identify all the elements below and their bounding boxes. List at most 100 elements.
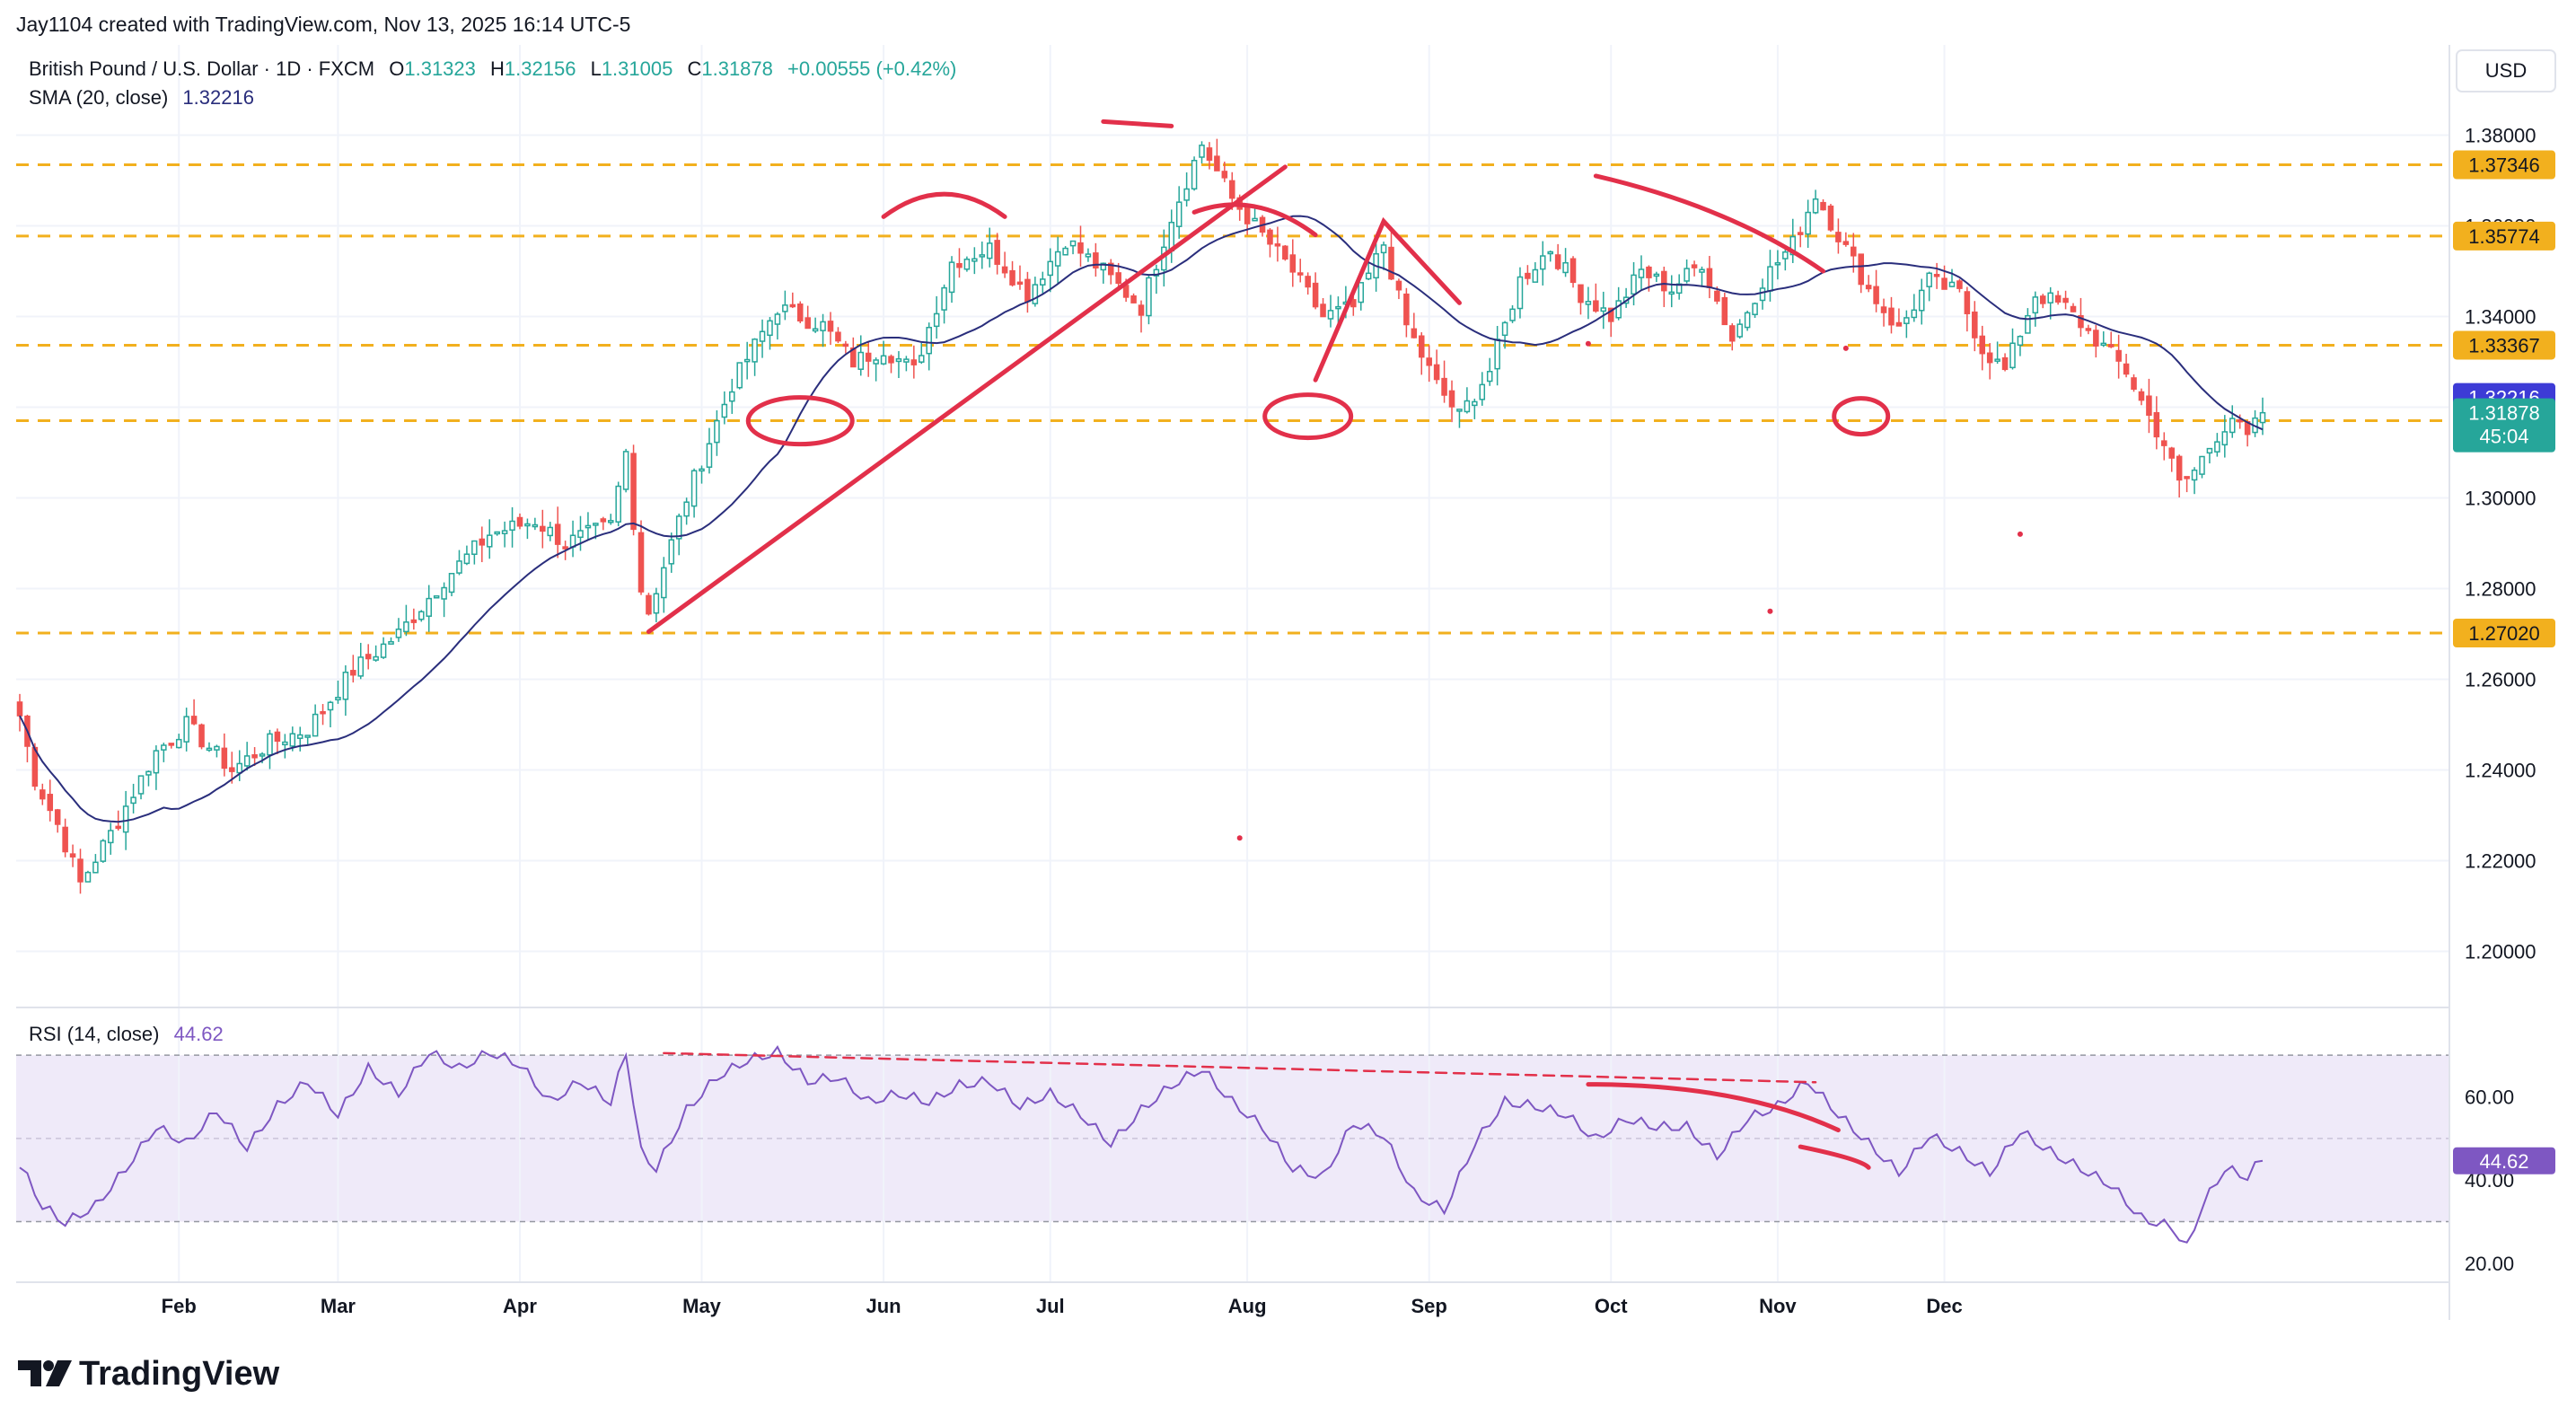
arc-marker[interactable] (1101, 119, 1174, 128)
candle-body (782, 304, 788, 312)
candle-body (2047, 292, 2053, 303)
candle-body (100, 840, 107, 862)
candle-body (1199, 145, 1205, 158)
candle-body (1448, 390, 1455, 408)
candle-body (1774, 262, 1781, 266)
candle-body (320, 710, 326, 715)
rsi-legend[interactable]: RSI (14, close) 44.62 (29, 1023, 224, 1046)
candle-body (2184, 476, 2190, 479)
candle-body (593, 523, 599, 526)
candle-body (880, 355, 887, 365)
candle-body (2039, 295, 2046, 304)
candle-body (1827, 205, 1834, 231)
candle-body (721, 403, 728, 418)
candle-body (373, 655, 379, 661)
candle-body (1986, 352, 1993, 364)
candle-body (84, 871, 92, 883)
symbol-title: British Pound / U.S. Dollar · 1D · FXCM (29, 57, 375, 80)
candle-body (752, 339, 758, 363)
rsi-arc-marker[interactable] (1586, 1082, 1841, 1133)
rsi-value: 44.62 (173, 1023, 224, 1045)
rsi-divergence-line[interactable] (663, 1051, 1817, 1084)
arc-marker[interactable] (881, 191, 1007, 219)
candle-body (759, 330, 766, 342)
candle-body (221, 747, 228, 770)
candle-body (1728, 325, 1736, 342)
candle-body (380, 643, 387, 658)
candle-body (774, 313, 781, 325)
candle-body (54, 809, 61, 825)
candle-body (1040, 278, 1046, 286)
candle-body (1684, 268, 1690, 282)
candle-body (1122, 285, 1130, 298)
candle-body (1312, 282, 1319, 308)
rsi-label: RSI (14, close) (29, 1023, 160, 1045)
candle-body (1365, 272, 1372, 280)
rsi-arrow-marker[interactable] (1798, 1144, 1871, 1170)
dot-marker (1585, 340, 1591, 347)
candle-body (1175, 201, 1182, 227)
candle-body (494, 531, 500, 535)
circle-marker[interactable] (1832, 396, 1891, 437)
candle-body (690, 470, 698, 507)
candle-body (1093, 252, 1099, 268)
candle-body (1918, 289, 1925, 312)
candle-body (1320, 303, 1326, 318)
candle-body (2009, 342, 2016, 369)
candle-body (40, 789, 46, 800)
trend-line[interactable] (646, 164, 1288, 634)
price-tick-label: 1.20000 (2465, 941, 2536, 963)
candle-body (2115, 349, 2122, 362)
rsi-tick-label: 60.00 (2465, 1086, 2514, 1109)
candle-body (1289, 254, 1297, 273)
candle-body (683, 501, 690, 517)
sma-legend[interactable]: SMA (20, close) 1.32216 (29, 86, 254, 110)
candle-body (1388, 246, 1394, 280)
candle-body (1509, 308, 1516, 321)
candle-body (1835, 232, 1842, 242)
candle-body (2214, 441, 2220, 453)
price-axis-tag (2453, 330, 2555, 360)
low-label: L (590, 57, 602, 80)
candle-body (1797, 232, 1804, 235)
symbol-legend[interactable]: British Pound / U.S. Dollar · 1D · FXCM … (29, 57, 956, 81)
candle-body (1024, 278, 1031, 303)
circle-marker[interactable] (1262, 392, 1354, 441)
candle-body (979, 254, 986, 258)
currency-box[interactable] (2456, 49, 2556, 92)
price-tick-label: 1.30000 (2465, 488, 2536, 510)
arc-marker[interactable] (1593, 173, 1826, 274)
candle-body (1274, 243, 1281, 247)
candle-body (1228, 180, 1235, 199)
candle-body (1964, 291, 1971, 314)
dot-marker (1236, 835, 1243, 841)
candle-body (532, 523, 539, 528)
wedge-marker[interactable] (1313, 216, 1462, 383)
candle-body (607, 520, 614, 523)
candle-body (986, 242, 993, 259)
candle-body (661, 567, 667, 599)
candle-body (1661, 270, 1667, 292)
candle-body (1426, 357, 1432, 366)
candle-body (486, 534, 493, 548)
candle-body (1305, 276, 1311, 288)
tradingview-logo[interactable]: TradingView (18, 1355, 280, 1393)
circle-marker[interactable] (745, 395, 855, 447)
candle-body (827, 321, 834, 332)
close-value: 1.31878 (701, 57, 773, 80)
candle-body (1062, 247, 1068, 256)
candle-body (1956, 280, 1963, 289)
candle-body (1972, 311, 1978, 339)
price-axis-tag-label: 1.27020 (2468, 622, 2540, 645)
candle-body (1585, 301, 1592, 305)
candle-body (1638, 268, 1645, 278)
candle-body (137, 775, 145, 795)
candle-body (2025, 314, 2031, 334)
candle-body (729, 391, 735, 402)
candle-body (1380, 244, 1387, 254)
candle-body (540, 525, 546, 532)
candle-body (1752, 303, 1758, 315)
candle-body (289, 733, 296, 747)
arc-marker[interactable] (1191, 202, 1318, 238)
candle-body (168, 743, 175, 746)
